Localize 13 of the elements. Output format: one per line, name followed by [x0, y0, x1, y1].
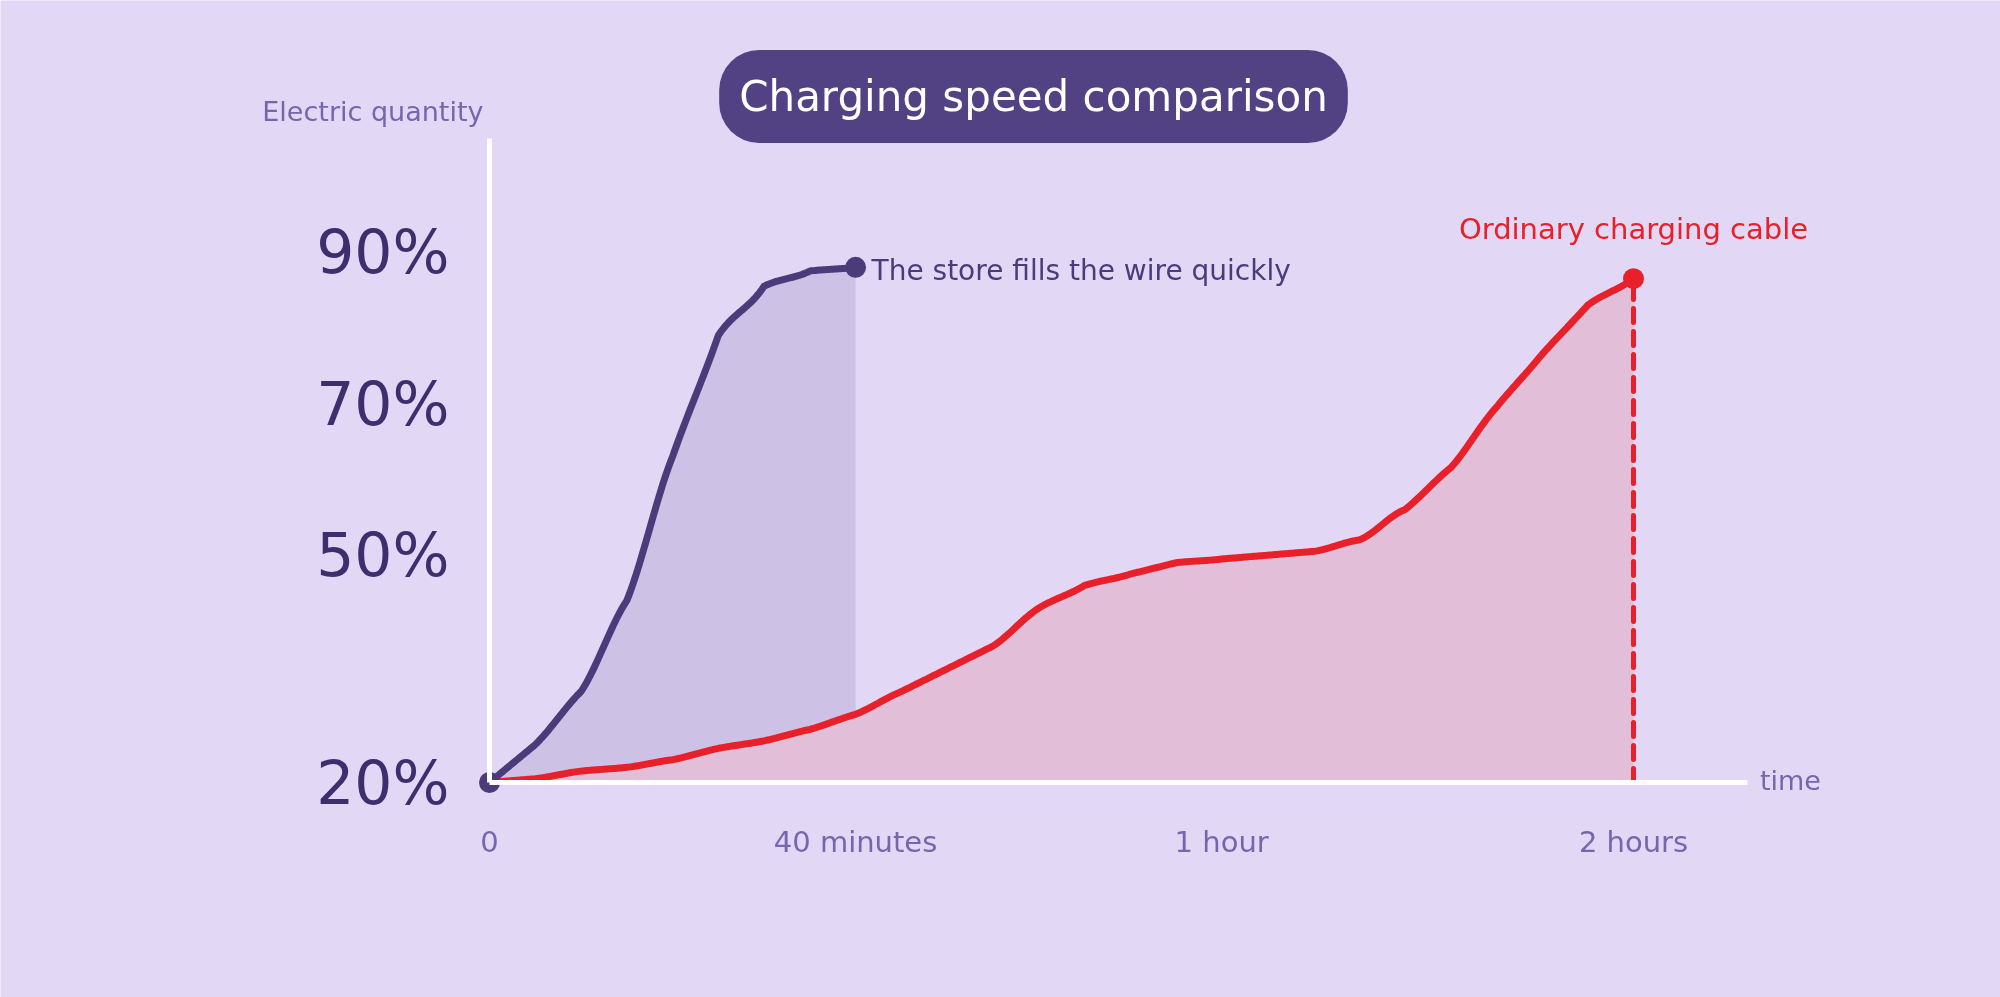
- x-tick-label: 0: [480, 824, 499, 859]
- y-tick-label: 20%: [316, 747, 450, 818]
- x-axis-title: time: [1759, 765, 1821, 796]
- chart-title: Charging speed comparison: [739, 72, 1328, 121]
- y-tick-label: 50%: [316, 520, 450, 591]
- y-tick-label: 90%: [316, 217, 450, 288]
- series-label: Ordinary charging cable: [1458, 211, 1809, 246]
- y-tick-label: 70%: [316, 368, 450, 439]
- x-tick-label: 2 hours: [1578, 824, 1689, 859]
- series-label: The store fills the wire quickly: [870, 253, 1291, 287]
- x-tick-label: 1 hour: [1174, 824, 1269, 859]
- y-axis-title: Electric quantity: [262, 96, 484, 127]
- x-tick-label: 40 minutes: [773, 824, 938, 859]
